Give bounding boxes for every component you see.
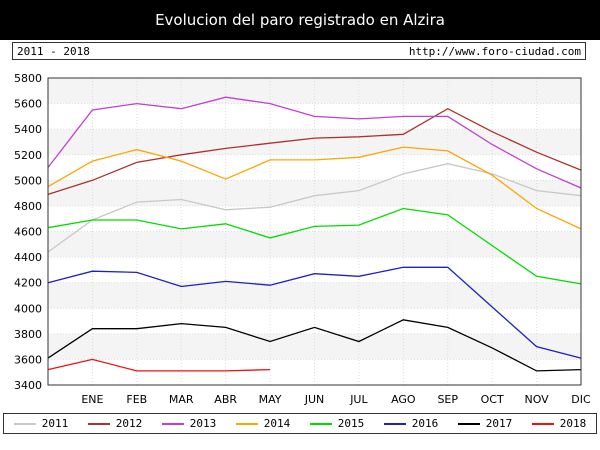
legend-swatch (383, 422, 406, 425)
x-tick-label: JUL (349, 393, 368, 406)
series-line-2017 (47, 319, 582, 372)
grid-band (48, 231, 581, 258)
y-tick-label: 4400 (14, 251, 42, 264)
x-tick-label: MAY (259, 393, 282, 406)
series-line-2013 (47, 96, 582, 189)
series-line-2015 (47, 207, 582, 285)
website-label: http://www.foro-ciudad.com (408, 45, 581, 58)
y-tick-label: 4800 (14, 200, 42, 213)
legend-label: 2018 (559, 417, 587, 430)
y-tick-label: 3400 (14, 379, 42, 392)
legend-item-2016: 2016 (383, 417, 439, 430)
x-axis-ticks: ENE FEB MAR ABR MAY JUN JUL AGO SEP OCT NOV DIC (81, 393, 591, 406)
x-tick-label: OCT (481, 393, 504, 406)
series-line-2011 (47, 163, 582, 253)
series-lines (47, 96, 582, 372)
x-tick-label: DIC (571, 393, 591, 406)
legend-item-2012: 2012 (87, 417, 143, 430)
y-tick-label: 3800 (14, 328, 42, 341)
legend-item-2011: 2011 (13, 417, 69, 430)
legend-item-2014: 2014 (235, 417, 291, 430)
y-tick-label: 5600 (14, 98, 42, 111)
legend-label: 2017 (485, 417, 513, 430)
x-tick-label: NOV (524, 393, 549, 406)
x-tick-label: ABR (214, 393, 237, 406)
y-tick-label: 3600 (14, 353, 42, 366)
legend-label: 2016 (411, 417, 439, 430)
line-chart: 3400 3600 3800 4000 4200 4400 4600 4800 5000 5200… (14, 72, 591, 406)
legend-label: 2014 (263, 417, 291, 430)
series-line-2014 (47, 146, 582, 230)
plot-frame (47, 77, 582, 386)
legend-swatch (161, 422, 184, 425)
legend-swatch (87, 422, 110, 425)
period-label: 2011 - 2018 (17, 45, 90, 58)
x-tick-label: JUN (304, 393, 325, 406)
y-tick-label: 4600 (14, 226, 42, 239)
x-tick-label: MAR (169, 393, 194, 406)
x-tick-label: SEP (437, 393, 458, 406)
y-tick-label: 5400 (14, 123, 42, 136)
y-tick-label: 4200 (14, 277, 42, 290)
chart-title-bar: Evolucion del paro registrado en Alzira (0, 0, 600, 40)
legend-label: 2012 (115, 417, 143, 430)
grid-band (48, 333, 581, 360)
x-tick-label: ENE (81, 393, 103, 406)
legend-item-2015: 2015 (309, 417, 365, 430)
legend-swatch (309, 422, 332, 425)
y-tick-label: 4000 (14, 302, 42, 315)
grid-band (48, 180, 581, 206)
series-line-2016 (47, 266, 582, 359)
y-axis-ticks: 3400 3600 3800 4000 4200 4400 4600 4800 5000 5200… (14, 72, 42, 392)
legend-swatch (235, 422, 258, 425)
legend-label: 2011 (41, 417, 69, 430)
series-line-2012 (47, 107, 582, 196)
legend-label: 2015 (337, 417, 365, 430)
legend-swatch (531, 422, 554, 425)
legend-swatch (457, 422, 480, 425)
legend-swatch (13, 422, 36, 425)
x-tick-label: AGO (391, 393, 416, 406)
legend-item-2018: 2018 (531, 417, 587, 430)
y-tick-label: 5200 (14, 149, 42, 162)
chart-subheader: 2011 - 2018 http://www.foro-ciudad.com (12, 42, 586, 60)
series-line-2018 (47, 358, 271, 372)
chart-title: Evolucion del paro registrado en Alzira (155, 11, 445, 29)
legend-item-2017: 2017 (457, 417, 513, 430)
grid-band (48, 282, 581, 309)
legend: 2011 2012 2013 2014 2015 2016 2017 2018 (3, 413, 597, 434)
legend-label: 2013 (189, 417, 217, 430)
legend-item-2013: 2013 (161, 417, 217, 430)
y-tick-label: 5000 (14, 174, 42, 187)
x-tick-label: FEB (126, 393, 147, 406)
y-tick-label: 5800 (14, 72, 42, 85)
